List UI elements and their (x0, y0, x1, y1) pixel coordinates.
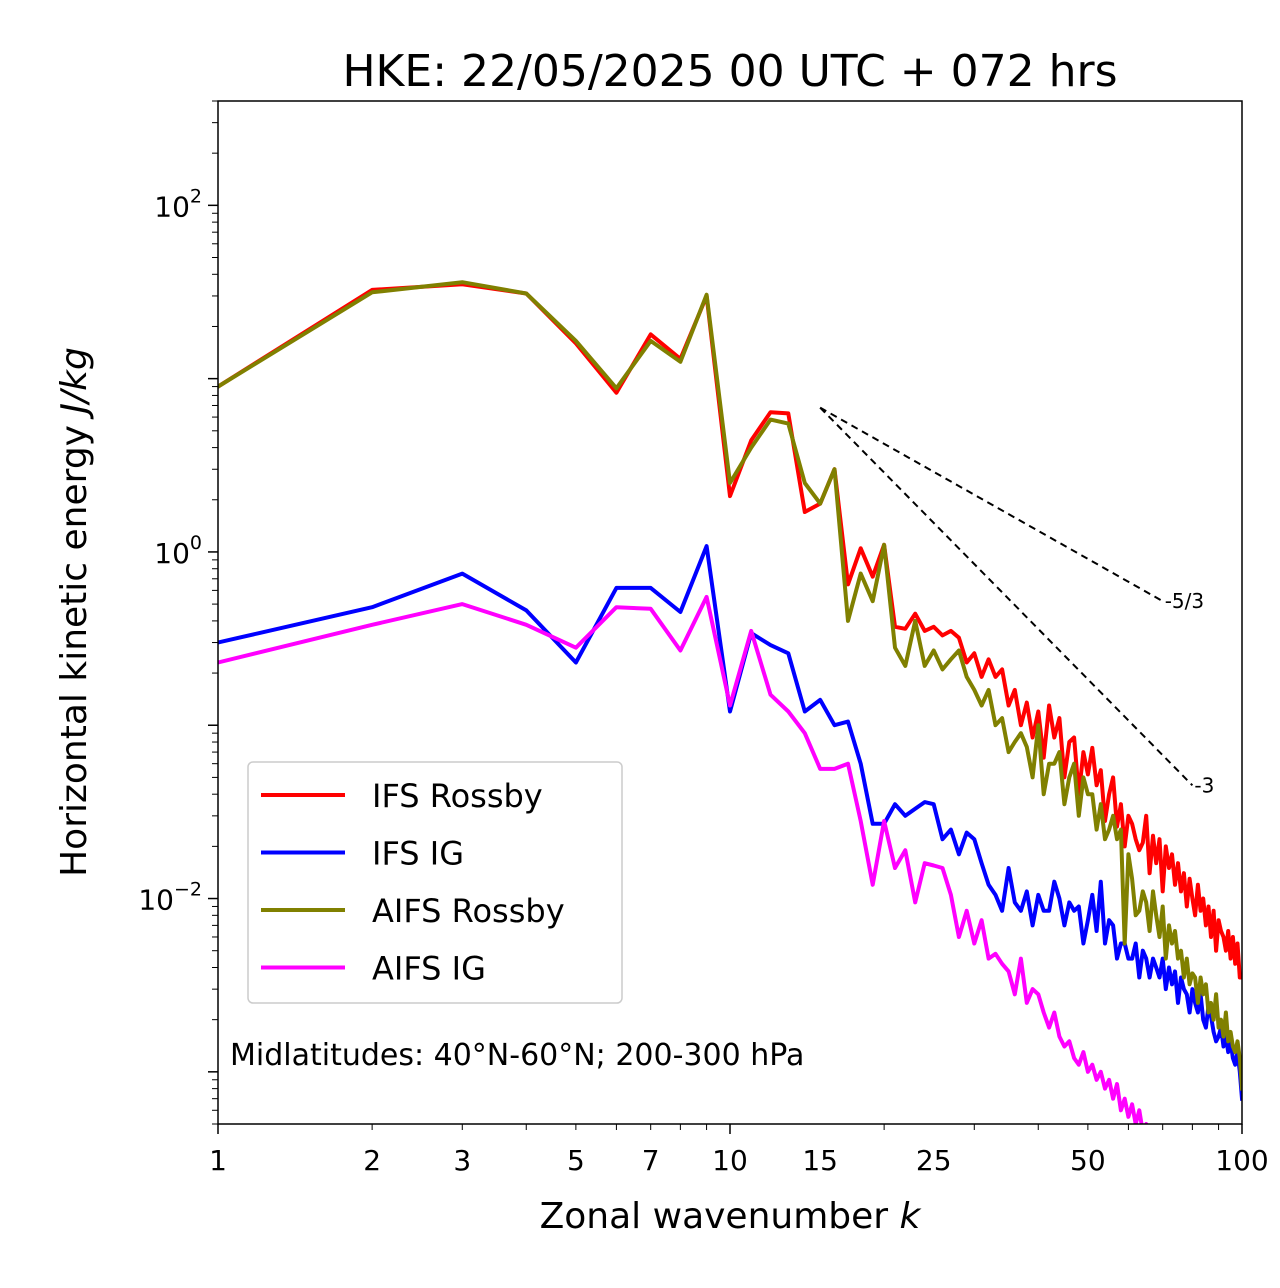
y-tick-label: 102 (154, 185, 202, 223)
series-line-ifs-ig (218, 544, 1242, 1101)
reference-slope-label-2: -3 (1194, 773, 1214, 797)
x-tick-label: 10 (712, 1144, 748, 1177)
x-tick-label: 50 (1070, 1144, 1106, 1177)
series-line-ifs-rossby (218, 282, 1242, 980)
x-axis-label-text: Zonal wavenumber (540, 1196, 889, 1237)
y-tick-label: 100 (154, 532, 202, 570)
plot-area (218, 280, 1242, 1124)
reference-slope-line-1 (819, 406, 1164, 603)
y-tick-label: 10−2 (138, 879, 202, 917)
legend-label: IFS IG (372, 835, 464, 873)
chart-title: HKE: 22/05/2025 00 UTC + 072 hrs (342, 46, 1117, 97)
legend-label: AIFS Rossby (372, 892, 565, 930)
reference-slope-line-2 (819, 406, 1194, 787)
y-axis: 102 100 10−2 (138, 100, 218, 1125)
series-line-aifs-rossby (218, 280, 1242, 1091)
region-annotation: Midlatitudes: 40°N-60°N; 200-300 hPa (230, 1038, 804, 1073)
x-tick-label: 15 (802, 1144, 838, 1177)
reference-slope-label-1: -5/3 (1165, 589, 1204, 613)
legend-label: IFS Rossby (372, 777, 543, 815)
y-axis-label-text: Horizontal kinetic energy (54, 425, 95, 877)
x-tick-label: 1 (209, 1144, 227, 1177)
x-tick-label: 7 (642, 1144, 660, 1177)
x-axis-label-var: k (900, 1196, 923, 1237)
x-axis: 1 2 3 5 7 10 15 25 50 100 (209, 1124, 1269, 1177)
x-tick-label: 3 (453, 1144, 471, 1177)
series-line-aifs-ig (218, 594, 1149, 1124)
legend-box (247, 761, 623, 1004)
y-axis-label: Horizontal kinetic energy J/kg (54, 347, 95, 877)
legend: IFS Rossby IFS IG AIFS Rossby AIFS IG (247, 761, 623, 1004)
x-axis-label: Zonal wavenumber k (540, 1196, 923, 1237)
x-tick-label: 100 (1215, 1144, 1268, 1177)
x-tick-label: 25 (916, 1144, 952, 1177)
x-tick-label: 2 (363, 1144, 381, 1177)
x-tick-label: 5 (567, 1144, 585, 1177)
legend-label: AIFS IG (372, 950, 486, 988)
y-axis-label-unit: J/kg (54, 347, 95, 419)
